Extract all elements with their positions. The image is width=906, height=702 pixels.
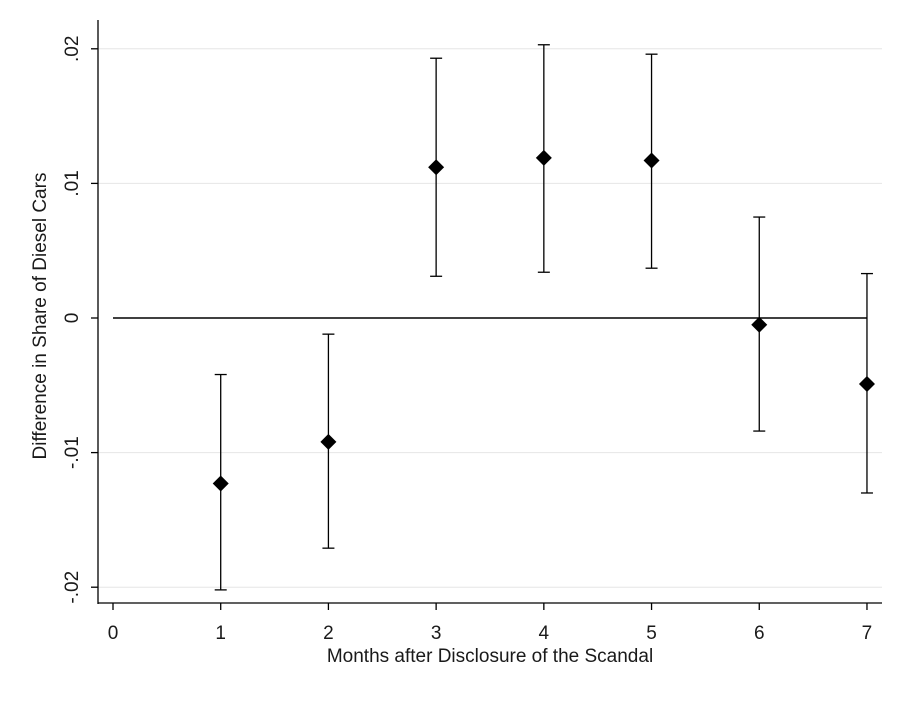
y-tick-label: 0: [62, 313, 83, 324]
grid-layer: [98, 48, 882, 588]
point-marker: [858, 375, 875, 392]
point-marker: [212, 475, 229, 492]
x-tick-label: 4: [539, 623, 550, 644]
x-tick-label: 0: [108, 623, 119, 644]
point-marker: [643, 152, 660, 169]
x-tick-label: 3: [431, 623, 442, 644]
y-tick-label: -.01: [62, 436, 83, 469]
y-tick-label: .02: [62, 36, 83, 62]
x-axis-title: Months after Disclosure of the Scandal: [327, 646, 653, 667]
x-tick-label: 7: [862, 623, 873, 644]
point-marker: [428, 159, 445, 176]
x-tick-label: 2: [323, 623, 334, 644]
axis-layer: [91, 20, 882, 610]
point-marker: [751, 316, 768, 333]
y-axis-title: Difference in Share of Diesel Cars: [30, 173, 51, 460]
y-tick-label: -.02: [62, 571, 83, 604]
point-marker: [320, 433, 337, 450]
data-layer: [113, 44, 875, 591]
x-tick-label: 5: [646, 623, 657, 644]
point-marker: [535, 149, 552, 166]
y-tick-label: .01: [62, 170, 83, 196]
x-tick-label: 1: [215, 623, 226, 644]
x-tick-label: 6: [754, 623, 765, 644]
label-layer: Months after Disclosure of the Scandal D…: [30, 36, 872, 667]
